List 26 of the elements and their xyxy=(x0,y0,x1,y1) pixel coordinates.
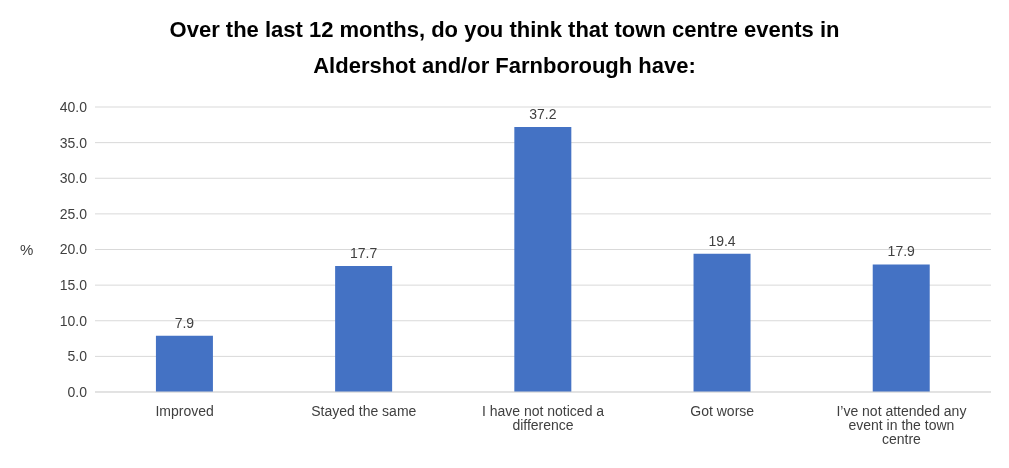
y-tick-label: 10.0 xyxy=(59,312,88,329)
y-tick-label: 20.0 xyxy=(59,241,88,258)
y-tick-label: 25.0 xyxy=(59,205,88,222)
y-tick-label: 35.0 xyxy=(59,134,88,151)
data-label: 37.2 xyxy=(529,105,557,122)
x-tick-label: I have not noticed a difference xyxy=(481,402,605,433)
data-label: 19.4 xyxy=(708,232,736,249)
bar xyxy=(872,264,930,392)
bar xyxy=(335,265,393,392)
bar xyxy=(514,126,572,392)
bar xyxy=(693,253,751,392)
chart-title: Over the last 12 months, do you think that town centre events in Aldershot and/or Farnborough have: xyxy=(168,16,841,80)
y-axis-title: % xyxy=(20,240,34,258)
data-label: 17.9 xyxy=(887,243,916,260)
data-label: 17.7 xyxy=(350,244,378,261)
data-label: 7.9 xyxy=(174,314,195,331)
y-tick-label: 15.0 xyxy=(59,277,88,294)
x-tick-label: I’ve not attended any event in the town centre xyxy=(836,402,967,447)
y-tick-label: 5.0 xyxy=(67,348,88,365)
x-tick-label: Got worse xyxy=(690,402,755,419)
y-tick-label: 40.0 xyxy=(59,98,88,115)
x-tick-label: Stayed the same xyxy=(311,402,417,419)
bar xyxy=(155,335,213,392)
x-tick-label: Improved xyxy=(155,402,214,419)
y-tick-label: 30.0 xyxy=(59,170,88,187)
y-tick-label: 0.0 xyxy=(67,383,88,400)
